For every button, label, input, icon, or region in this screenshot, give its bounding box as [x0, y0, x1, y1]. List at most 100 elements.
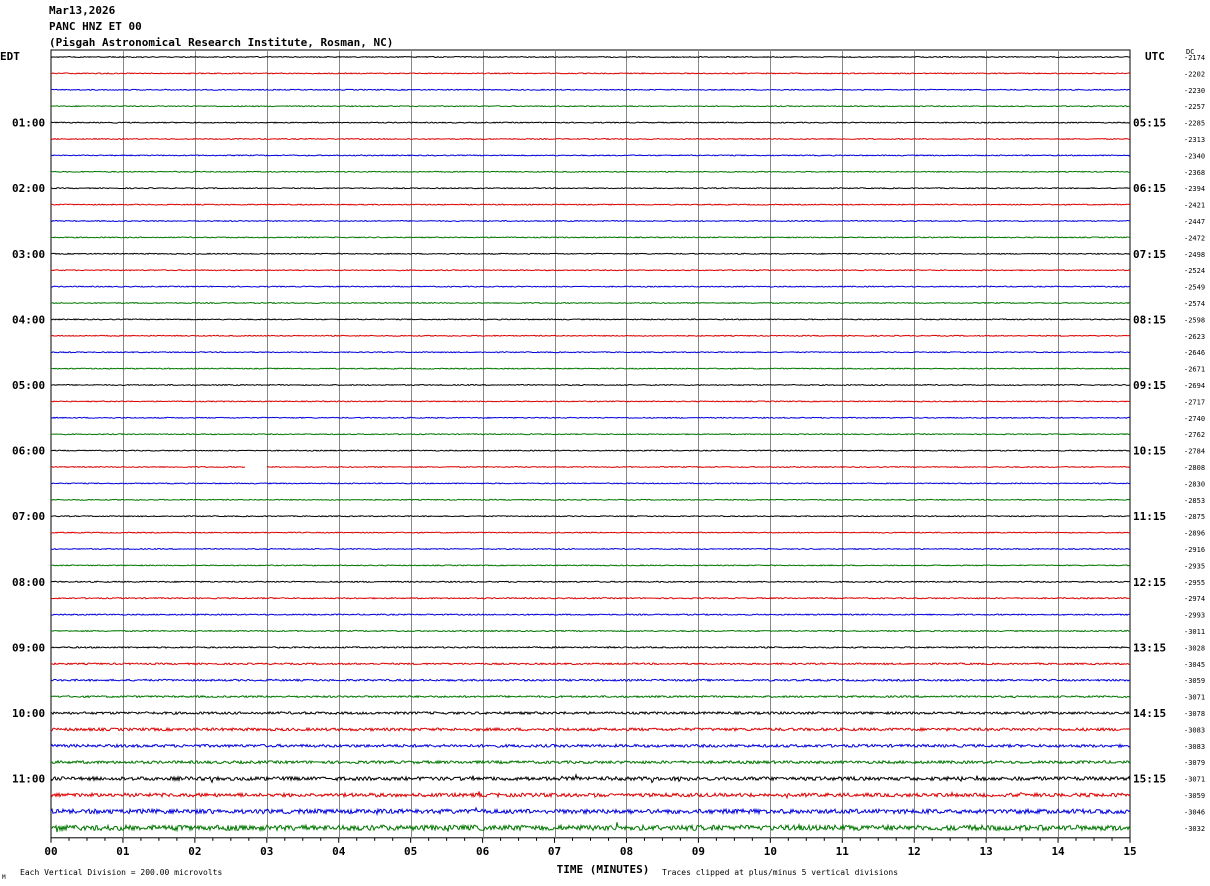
plot-frame	[50, 49, 1131, 839]
trace-line	[50, 629, 1131, 633]
trace-line	[50, 285, 1131, 288]
dc-offset-label: -2916	[1184, 546, 1205, 554]
dc-offset-label: -2896	[1184, 530, 1205, 538]
trace-line	[50, 613, 1131, 616]
dc-offset-label: -2498	[1184, 251, 1205, 259]
dc-offset-label: -2935	[1184, 562, 1205, 570]
trace-line	[50, 367, 1131, 370]
trace-line	[50, 334, 1131, 337]
x-tick-label: 08	[620, 845, 633, 858]
dc-offset-label: -3071	[1184, 694, 1205, 702]
utc-hour-label: 10:15	[1133, 445, 1166, 458]
trace-line	[50, 236, 1131, 239]
x-tick-label: 06	[476, 845, 490, 858]
dc-column-label: DC	[1186, 48, 1194, 56]
trace-line	[50, 564, 1131, 567]
trace-line	[50, 498, 1131, 501]
trace-line	[50, 822, 1131, 833]
grid-lines	[50, 49, 1131, 843]
utc-hour-label: 09:15	[1133, 379, 1166, 392]
trace-line	[50, 515, 1131, 518]
x-tick-label: 00	[44, 845, 57, 858]
x-axis-title: TIME (MINUTES)	[557, 863, 650, 876]
dc-offset-label: -3083	[1184, 743, 1205, 751]
x-tick-label: 12	[908, 845, 921, 858]
trace-line	[50, 465, 1131, 469]
dc-offset-label: -2784	[1184, 448, 1205, 456]
trace-line	[50, 806, 1131, 817]
dc-offset-label: -2285	[1184, 120, 1205, 128]
dc-offset-label: -3011	[1184, 628, 1205, 636]
dc-offset-label: -2762	[1184, 431, 1205, 439]
trace-line	[50, 662, 1131, 666]
dc-offset-label: -3045	[1184, 661, 1205, 669]
trace-line	[50, 55, 1131, 59]
dc-offset-label: -2598	[1184, 316, 1205, 324]
dc-offset-label: -3079	[1184, 759, 1205, 767]
utc-axis-label: UTC	[1145, 50, 1165, 63]
dc-offset-label: -2830	[1184, 480, 1205, 488]
trace-line	[50, 154, 1131, 157]
trace-line	[50, 416, 1131, 419]
utc-hour-label: 08:15	[1133, 313, 1166, 326]
dc-offset-label: -2808	[1184, 464, 1205, 472]
edt-hour-label: 03:00	[12, 248, 45, 261]
dc-offset-label: -2740	[1184, 415, 1205, 423]
edt-hour-label: 11:00	[12, 773, 45, 786]
x-tick-label: 03	[260, 845, 273, 858]
dc-offset-label: -2646	[1184, 349, 1205, 357]
dc-offset-label: -2717	[1184, 398, 1205, 406]
trace-line	[50, 252, 1131, 255]
x-tick-label: 01	[116, 845, 130, 858]
edt-hour-label: 01:00	[12, 117, 45, 130]
dc-offset-label: -2993	[1184, 612, 1205, 620]
edt-hour-label: 06:00	[12, 445, 45, 458]
edt-hour-label: 08:00	[12, 576, 45, 589]
axis-labels: -2174 -2202 -2230 -2257 -2285 -2313 -2340 -2368…	[0, 48, 1205, 881]
corner-mark: M	[2, 874, 6, 881]
x-tick-label: 04	[332, 845, 346, 858]
trace-line	[50, 531, 1131, 534]
trace-line	[50, 790, 1131, 800]
edt-hour-label: 07:00	[12, 510, 45, 523]
trace-line	[50, 269, 1131, 272]
dc-offset-label: -2524	[1184, 267, 1205, 275]
x-tick-label: 02	[188, 845, 201, 858]
dc-offset-label: -2174	[1184, 54, 1205, 62]
trace-line	[50, 105, 1131, 108]
dc-offset-label: -2340	[1184, 152, 1205, 160]
seismic-traces	[50, 55, 1131, 833]
dc-offset-label: -2230	[1184, 87, 1205, 95]
trace-line	[50, 449, 1131, 452]
dc-offset-label: -2694	[1184, 382, 1205, 390]
trace-line	[50, 203, 1131, 206]
trace-line	[50, 137, 1131, 141]
edt-hour-label: 05:00	[12, 379, 45, 392]
dc-offset-label: -3032	[1184, 825, 1205, 833]
trace-line	[50, 433, 1131, 436]
trace-line	[50, 645, 1131, 649]
clip-note: Traces clipped at plus/minus 5 vertical …	[662, 868, 898, 877]
trace-line	[50, 678, 1131, 683]
utc-hour-label: 15:15	[1133, 773, 1166, 786]
x-tick-label: 14	[1051, 845, 1065, 858]
dc-offset-label: -2574	[1184, 300, 1205, 308]
trace-line	[50, 351, 1131, 354]
x-tick-label: 11	[836, 845, 850, 858]
dc-offset-label: -3083	[1184, 726, 1205, 734]
trace-line	[50, 743, 1131, 749]
trace-line	[50, 580, 1131, 584]
trace-line	[50, 596, 1131, 600]
x-tick-label: 07	[548, 845, 561, 858]
edt-hour-label: 10:00	[12, 707, 45, 720]
trace-line	[50, 710, 1131, 716]
edt-axis-label: EDT	[0, 50, 20, 63]
edt-hour-label: 04:00	[12, 313, 45, 326]
trace-line	[50, 759, 1131, 765]
trace-line	[50, 121, 1131, 124]
x-tick-label: 10	[764, 845, 777, 858]
station-code: PANC HNZ ET 00	[49, 20, 142, 33]
dc-offset-label: -2875	[1184, 513, 1205, 521]
x-tick-label: 05	[404, 845, 417, 858]
